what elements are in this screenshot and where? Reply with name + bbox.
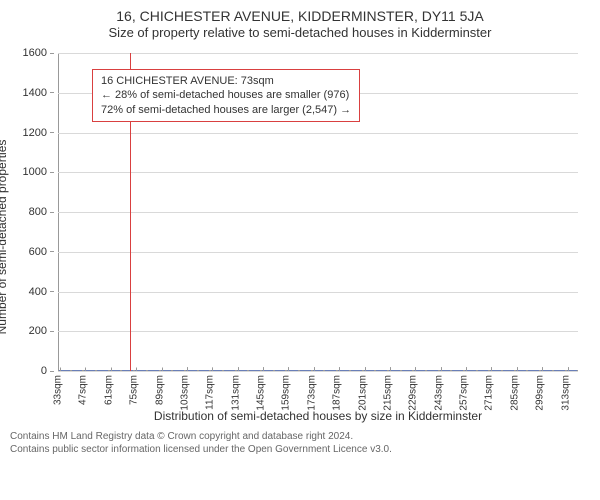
x-tick: 264sqm bbox=[471, 371, 482, 411]
x-tick: 313sqm bbox=[560, 371, 571, 411]
x-tick: 250sqm bbox=[446, 371, 457, 411]
x-tick: 222sqm bbox=[395, 371, 406, 411]
x-tick: 152sqm bbox=[268, 371, 279, 411]
gridline bbox=[58, 292, 578, 293]
x-tick: 117sqm bbox=[205, 371, 216, 410]
x-tick: 271sqm bbox=[484, 371, 495, 411]
x-tick: 82sqm bbox=[141, 371, 152, 405]
x-tick: 208sqm bbox=[370, 371, 381, 411]
x-tick: 124sqm bbox=[217, 371, 228, 411]
x-tick: 215sqm bbox=[382, 371, 393, 411]
footer-attribution: Contains HM Land Registry data © Crown c… bbox=[6, 431, 594, 456]
y-tick: 400 bbox=[29, 286, 58, 298]
x-tick: 257sqm bbox=[459, 371, 470, 411]
annotation-box: 16 CHICHESTER AVENUE: 73sqm← 28% of semi… bbox=[92, 69, 360, 122]
chart-title: 16, CHICHESTER AVENUE, KIDDERMINSTER, DY… bbox=[6, 8, 594, 24]
x-tick: 229sqm bbox=[408, 371, 419, 411]
annotation-line: 72% of semi-detached houses are larger (… bbox=[101, 103, 351, 117]
x-tick: 138sqm bbox=[243, 371, 254, 411]
y-tick: 200 bbox=[29, 325, 58, 337]
x-tick: 96sqm bbox=[167, 371, 178, 405]
x-tick: 47sqm bbox=[78, 371, 89, 405]
x-tick: 145sqm bbox=[256, 371, 267, 411]
x-tick: 236sqm bbox=[420, 371, 431, 411]
y-tick: 600 bbox=[29, 246, 58, 258]
gridline bbox=[58, 172, 578, 173]
x-tick: 131sqm bbox=[230, 371, 241, 411]
x-tick: 278sqm bbox=[497, 371, 508, 411]
footer-line-2: Contains public sector information licen… bbox=[10, 444, 594, 457]
x-tick: 180sqm bbox=[319, 371, 330, 411]
x-tick: 103sqm bbox=[179, 371, 190, 411]
x-tick: 110sqm bbox=[192, 371, 203, 410]
gridline bbox=[58, 252, 578, 253]
gridline bbox=[58, 371, 578, 372]
x-tick: 299sqm bbox=[535, 371, 546, 411]
y-tick: 1200 bbox=[23, 127, 58, 139]
gridline bbox=[58, 331, 578, 332]
y-tick: 1000 bbox=[23, 166, 58, 178]
gridline bbox=[58, 53, 578, 54]
x-tick: 173sqm bbox=[306, 371, 317, 411]
gridline bbox=[58, 212, 578, 213]
chart-subtitle: Size of property relative to semi-detach… bbox=[6, 26, 594, 41]
plot-area: 33sqm40sqm47sqm54sqm61sqm68sqm75sqm82sqm… bbox=[58, 53, 578, 371]
x-tick: 243sqm bbox=[433, 371, 444, 411]
y-tick: 1600 bbox=[23, 47, 58, 59]
x-tick: 159sqm bbox=[281, 371, 292, 411]
x-tick: 40sqm bbox=[65, 371, 76, 405]
x-tick: 68sqm bbox=[116, 371, 127, 405]
x-tick: 285sqm bbox=[509, 371, 520, 411]
x-tick: 292sqm bbox=[522, 371, 533, 411]
y-tick: 0 bbox=[41, 365, 58, 377]
x-tick: 166sqm bbox=[294, 371, 305, 411]
annotation-line: 16 CHICHESTER AVENUE: 73sqm bbox=[101, 74, 351, 88]
y-tick: 800 bbox=[29, 206, 58, 218]
annotation-line: ← 28% of semi-detached houses are smalle… bbox=[101, 88, 351, 102]
y-tick: 1400 bbox=[23, 87, 58, 99]
footer-line-1: Contains HM Land Registry data © Crown c… bbox=[10, 431, 594, 444]
x-tick: 194sqm bbox=[344, 371, 355, 411]
x-tick: 61sqm bbox=[103, 371, 114, 405]
x-tick: 89sqm bbox=[154, 371, 165, 405]
x-tick: 75sqm bbox=[129, 371, 140, 405]
chart-container: 16, CHICHESTER AVENUE, KIDDERMINSTER, DY… bbox=[0, 0, 600, 500]
x-tick: 201sqm bbox=[357, 371, 368, 411]
x-axis-label: Distribution of semi-detached houses by … bbox=[58, 409, 578, 423]
chart-area: Number of semi-detached properties 33sqm… bbox=[6, 47, 594, 427]
x-tick: 306sqm bbox=[547, 371, 558, 411]
y-axis-label: Number of semi-detached properties bbox=[0, 140, 9, 335]
x-tick: 187sqm bbox=[332, 371, 343, 411]
x-tick: 54sqm bbox=[91, 371, 102, 405]
gridline bbox=[58, 133, 578, 134]
